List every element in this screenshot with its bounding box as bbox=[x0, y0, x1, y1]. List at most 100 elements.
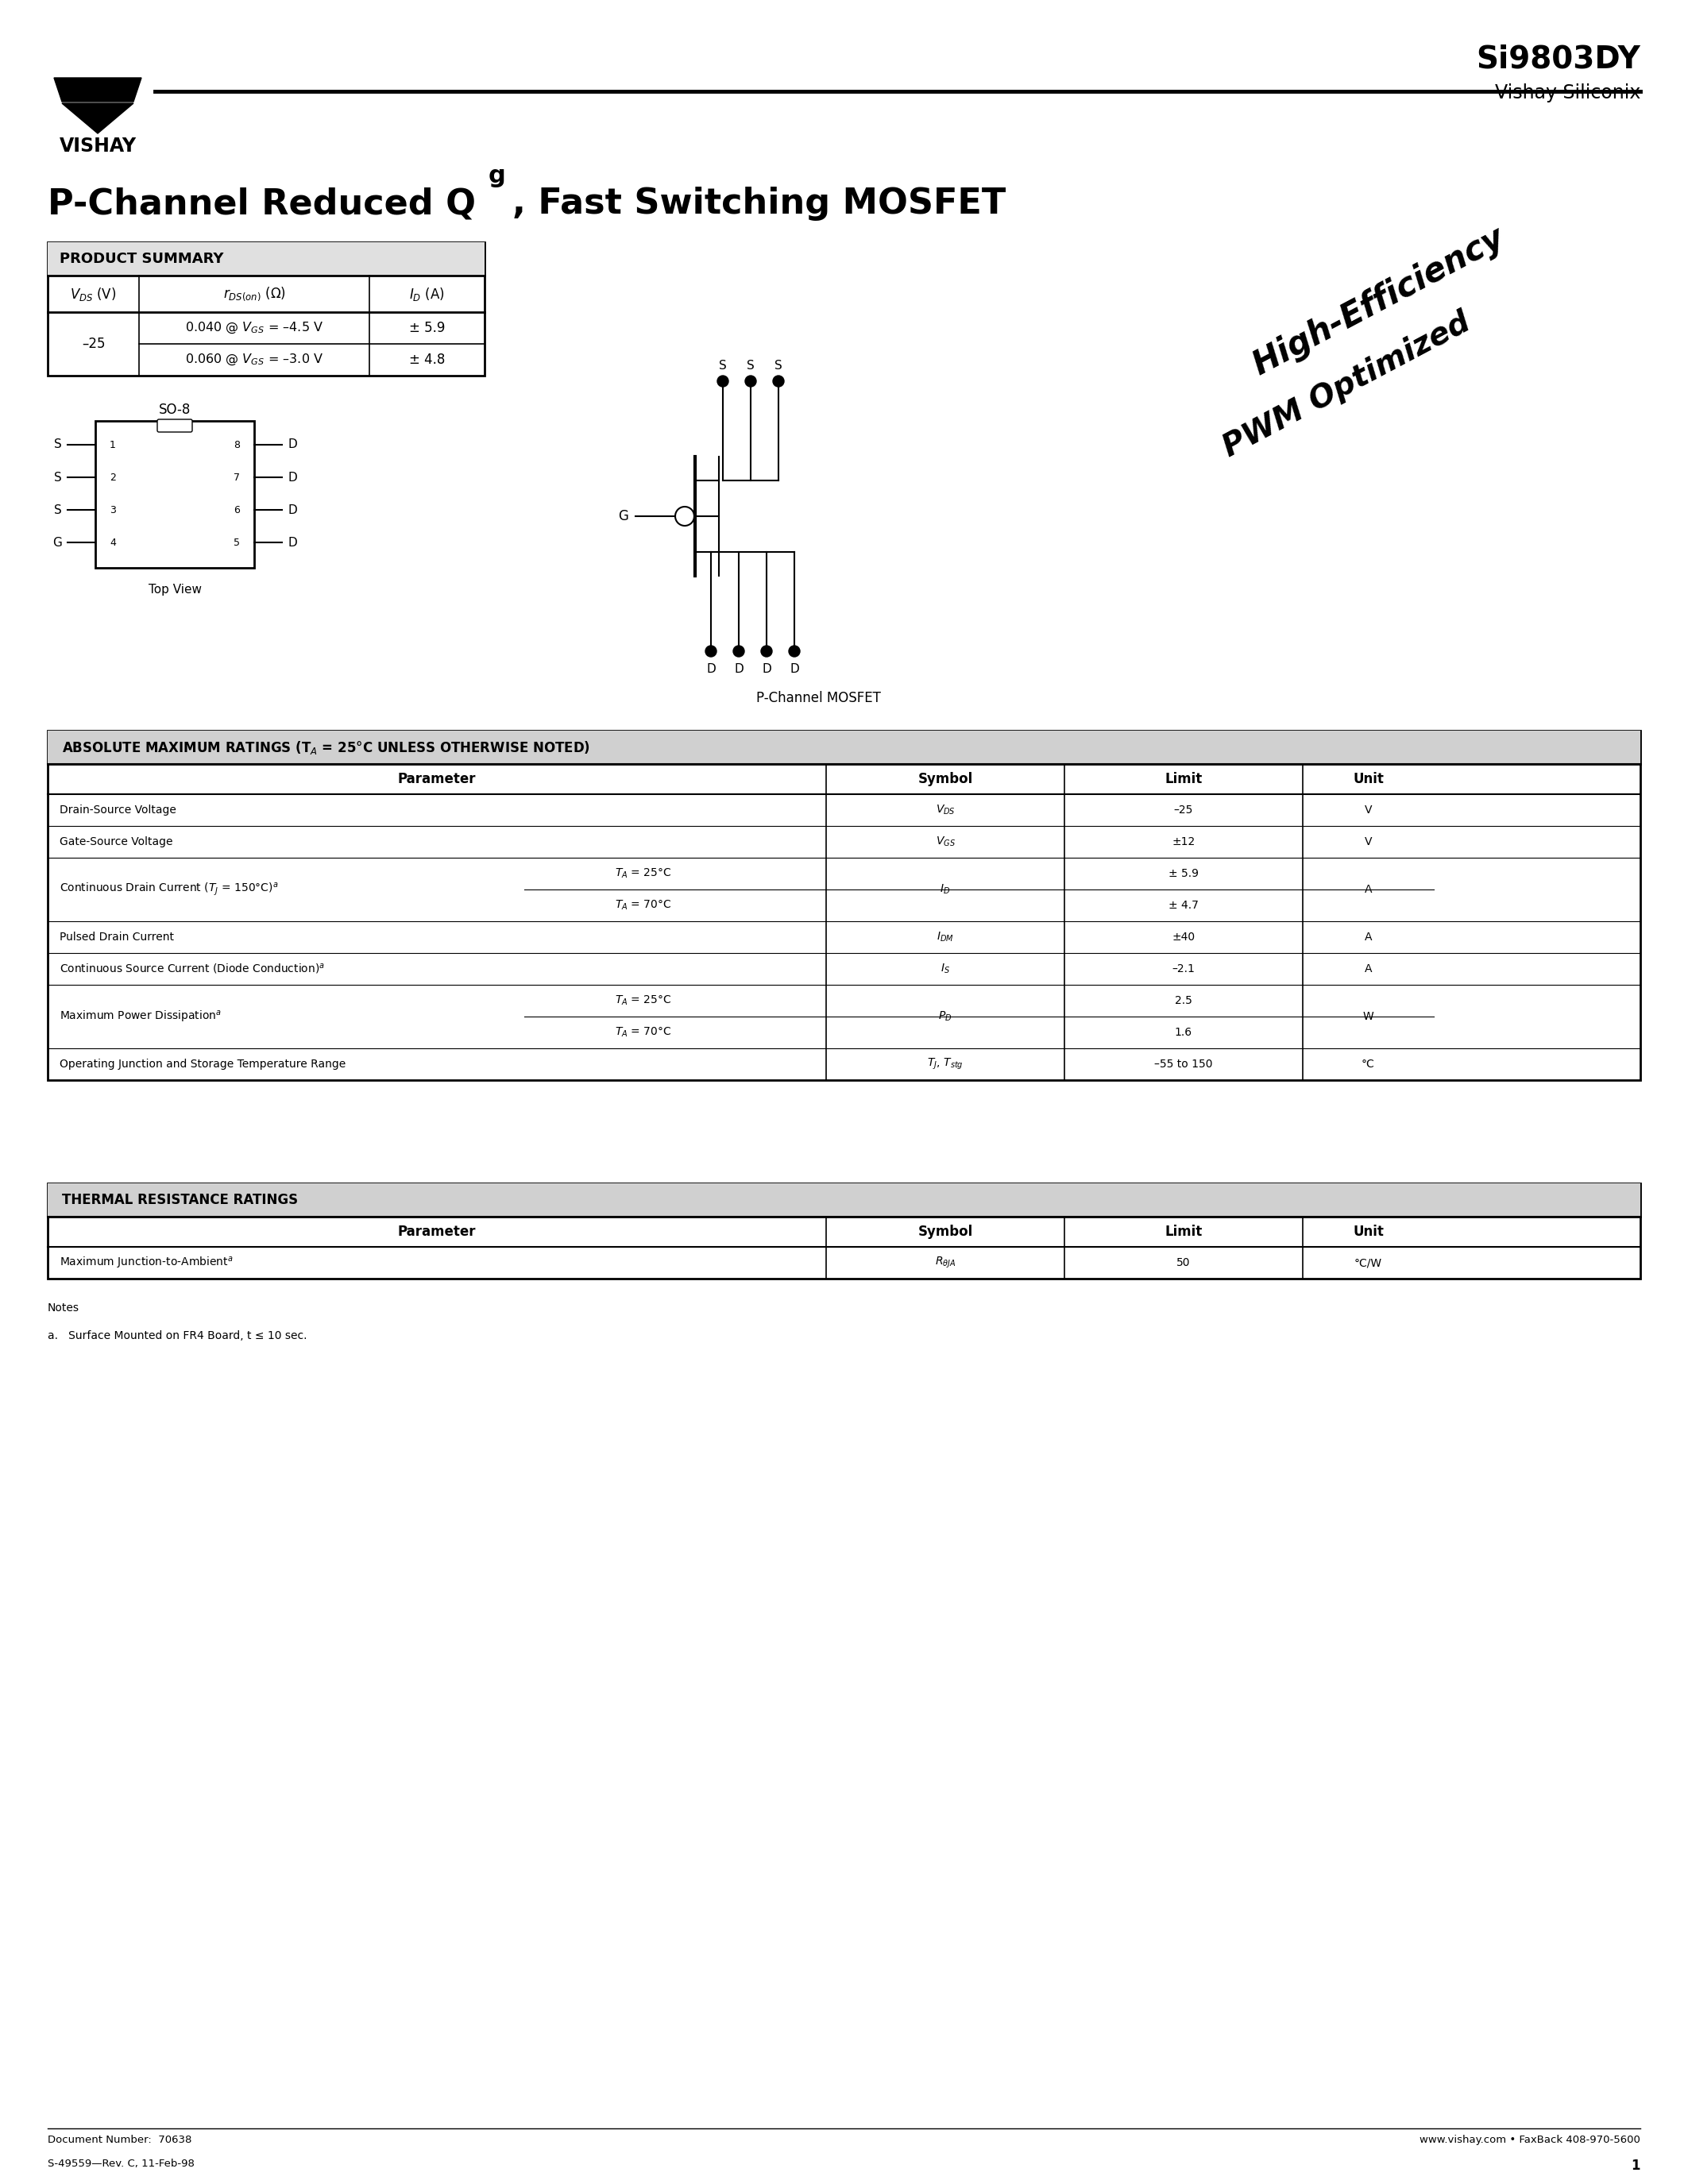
Text: PWM Optimized: PWM Optimized bbox=[1217, 308, 1475, 463]
Text: P-Channel MOSFET: P-Channel MOSFET bbox=[756, 690, 881, 705]
Text: $R_{\theta JA}$: $R_{\theta JA}$ bbox=[935, 1256, 955, 1271]
Text: $T_A$ = 25°C: $T_A$ = 25°C bbox=[614, 867, 672, 880]
Text: THERMAL RESISTANCE RATINGS: THERMAL RESISTANCE RATINGS bbox=[62, 1192, 299, 1208]
Bar bbox=[47, 1184, 1641, 1278]
Text: ± 5.9: ± 5.9 bbox=[408, 321, 446, 334]
Text: Maximum Power Dissipation$^a$: Maximum Power Dissipation$^a$ bbox=[59, 1009, 221, 1024]
Text: D: D bbox=[706, 664, 716, 675]
Text: D: D bbox=[790, 664, 798, 675]
Text: $I_S$: $I_S$ bbox=[940, 963, 950, 976]
Text: –25: –25 bbox=[81, 336, 105, 352]
Text: G: G bbox=[52, 537, 62, 548]
Text: ABSOLUTE MAXIMUM RATINGS (T$_A$ = 25°C UNLESS OTHERWISE NOTED): ABSOLUTE MAXIMUM RATINGS (T$_A$ = 25°C U… bbox=[62, 738, 591, 756]
Circle shape bbox=[717, 376, 729, 387]
Text: Vishay Siliconix: Vishay Siliconix bbox=[1494, 83, 1641, 103]
Text: $T_A$ = 70°C: $T_A$ = 70°C bbox=[614, 900, 672, 913]
Text: Maximum Junction-to-Ambient$^a$: Maximum Junction-to-Ambient$^a$ bbox=[59, 1256, 233, 1271]
Polygon shape bbox=[54, 79, 142, 103]
Text: A: A bbox=[1364, 963, 1372, 974]
Bar bbox=[47, 732, 1641, 1081]
Text: Top View: Top View bbox=[149, 583, 201, 596]
Text: g: g bbox=[488, 164, 506, 188]
Text: Document Number:  70638: Document Number: 70638 bbox=[47, 2134, 192, 2145]
Circle shape bbox=[744, 376, 756, 387]
Text: Parameter: Parameter bbox=[398, 771, 476, 786]
Text: S: S bbox=[719, 360, 728, 371]
Bar bbox=[47, 242, 484, 376]
Text: S: S bbox=[746, 360, 755, 371]
Circle shape bbox=[773, 376, 783, 387]
Text: Limit: Limit bbox=[1165, 771, 1202, 786]
Text: 1.6: 1.6 bbox=[1175, 1026, 1192, 1037]
Text: 5: 5 bbox=[233, 537, 240, 548]
Text: P-Channel Reduced Q: P-Channel Reduced Q bbox=[47, 186, 476, 221]
Text: 1: 1 bbox=[110, 439, 116, 450]
Text: –25: –25 bbox=[1173, 804, 1193, 815]
Text: D: D bbox=[734, 664, 743, 675]
Text: S: S bbox=[775, 360, 782, 371]
Text: 8: 8 bbox=[233, 439, 240, 450]
Text: V: V bbox=[1364, 836, 1372, 847]
Text: $V_{DS}$: $V_{DS}$ bbox=[935, 804, 955, 817]
Circle shape bbox=[706, 646, 716, 657]
Text: Continuous Source Current (Diode Conduction)$^a$: Continuous Source Current (Diode Conduct… bbox=[59, 963, 326, 976]
Text: $V_{DS}$ (V): $V_{DS}$ (V) bbox=[71, 286, 116, 301]
Circle shape bbox=[788, 646, 800, 657]
Text: Pulsed Drain Current: Pulsed Drain Current bbox=[59, 933, 174, 943]
Text: 4: 4 bbox=[110, 537, 116, 548]
Text: –55 to 150: –55 to 150 bbox=[1155, 1059, 1212, 1070]
Text: Limit: Limit bbox=[1165, 1225, 1202, 1238]
Text: Si9803DY: Si9803DY bbox=[1475, 44, 1641, 74]
Text: $r_{DS(on)}$ ($\Omega$): $r_{DS(on)}$ ($\Omega$) bbox=[223, 286, 285, 301]
Text: D: D bbox=[287, 505, 297, 515]
Text: A: A bbox=[1364, 885, 1372, 895]
Text: °C/W: °C/W bbox=[1354, 1258, 1382, 1269]
Text: $P_D$: $P_D$ bbox=[939, 1009, 952, 1022]
Text: Symbol: Symbol bbox=[918, 771, 972, 786]
Circle shape bbox=[761, 646, 771, 657]
Text: W: W bbox=[1362, 1011, 1374, 1022]
Text: 50: 50 bbox=[1177, 1258, 1190, 1269]
Text: Drain-Source Voltage: Drain-Source Voltage bbox=[59, 804, 176, 815]
Text: 0.060 @ $V_{GS}$ = –3.0 V: 0.060 @ $V_{GS}$ = –3.0 V bbox=[186, 352, 324, 367]
Text: Gate-Source Voltage: Gate-Source Voltage bbox=[59, 836, 172, 847]
Text: 2: 2 bbox=[110, 472, 116, 483]
Text: 1: 1 bbox=[1631, 2158, 1641, 2173]
Bar bbox=[95, 422, 255, 568]
Text: 3: 3 bbox=[110, 505, 116, 515]
Text: VISHAY: VISHAY bbox=[59, 138, 137, 155]
Text: D: D bbox=[287, 537, 297, 548]
Bar bbox=[47, 732, 1641, 764]
Text: V: V bbox=[1364, 804, 1372, 815]
Text: D: D bbox=[761, 664, 771, 675]
Text: Symbol: Symbol bbox=[918, 1225, 972, 1238]
Text: $T_A$ = 25°C: $T_A$ = 25°C bbox=[614, 994, 672, 1007]
Text: °C: °C bbox=[1362, 1059, 1376, 1070]
Circle shape bbox=[733, 646, 744, 657]
Text: 0.040 @ $V_{GS}$ = –4.5 V: 0.040 @ $V_{GS}$ = –4.5 V bbox=[186, 321, 324, 336]
Text: Continuous Drain Current ($T_J$ = 150°C)$^a$: Continuous Drain Current ($T_J$ = 150°C)… bbox=[59, 882, 279, 898]
Text: 7: 7 bbox=[233, 472, 240, 483]
Text: A: A bbox=[1364, 933, 1372, 943]
Text: S: S bbox=[54, 472, 62, 483]
Text: Unit: Unit bbox=[1352, 771, 1384, 786]
Text: Operating Junction and Storage Temperature Range: Operating Junction and Storage Temperatu… bbox=[59, 1059, 346, 1070]
Polygon shape bbox=[62, 103, 133, 133]
Text: –2.1: –2.1 bbox=[1171, 963, 1195, 974]
Text: a.   Surface Mounted on FR4 Board, t ≤ 10 sec.: a. Surface Mounted on FR4 Board, t ≤ 10 … bbox=[47, 1330, 307, 1341]
Text: www.vishay.com • FaxBack 408-970-5600: www.vishay.com • FaxBack 408-970-5600 bbox=[1420, 2134, 1641, 2145]
Text: D: D bbox=[287, 472, 297, 483]
Text: S: S bbox=[54, 505, 62, 515]
Text: ± 4.8: ± 4.8 bbox=[408, 352, 446, 367]
Text: PRODUCT SUMMARY: PRODUCT SUMMARY bbox=[59, 251, 223, 266]
Text: $T_A$ = 70°C: $T_A$ = 70°C bbox=[614, 1026, 672, 1040]
Bar bbox=[47, 1184, 1641, 1216]
Text: 6: 6 bbox=[233, 505, 240, 515]
FancyBboxPatch shape bbox=[157, 419, 192, 432]
Text: Notes: Notes bbox=[47, 1302, 79, 1313]
Text: ±12: ±12 bbox=[1171, 836, 1195, 847]
Text: $I_D$ (A): $I_D$ (A) bbox=[408, 286, 444, 301]
Text: Unit: Unit bbox=[1352, 1225, 1384, 1238]
Text: , Fast Switching MOSFET: , Fast Switching MOSFET bbox=[513, 186, 1006, 221]
Text: $I_{DM}$: $I_{DM}$ bbox=[937, 930, 954, 943]
